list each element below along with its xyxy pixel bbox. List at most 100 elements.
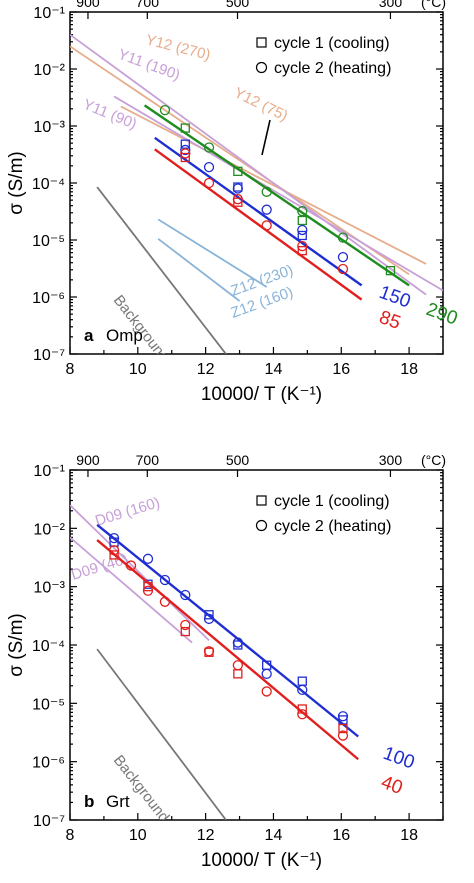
fit-line (96, 523, 359, 738)
cycle2-point (159, 104, 171, 116)
literature-line-label: Background (110, 752, 173, 826)
x-tick-label: 14 (265, 827, 283, 844)
literature-line (70, 536, 193, 644)
panel-a: 8 10 12 14 16 18 10⁻⁷ 10⁻⁶ 10⁻⁵ 10⁻⁴ 10⁻³ 10⁻² 10⁻¹ 9… (6, 0, 460, 405)
cycle1-point (297, 676, 307, 686)
fit-line (143, 104, 410, 287)
top-axis-unit: (°C) (421, 0, 446, 10)
cycle1-point (297, 230, 307, 241)
y-tick-label: 10⁻¹ (33, 463, 65, 480)
cycle2-point (297, 241, 308, 252)
x-tick-label: 12 (197, 361, 215, 378)
literature-line-label: Y12 (75) (231, 84, 290, 125)
cycle2-point (261, 220, 272, 231)
cycle2-point (203, 613, 215, 625)
legend-label: cycle 2 (heating) (274, 60, 391, 77)
top-tick-label: 900 (76, 0, 100, 10)
y-tick-label: 10⁻⁷ (33, 813, 65, 830)
cycle2-point (180, 144, 191, 156)
y-tick-label: 10⁻¹ (33, 5, 65, 22)
series-label: 100 (380, 743, 417, 774)
top-tick-label: 300 (379, 452, 403, 468)
cycle2-point (232, 660, 244, 671)
cycle1-point (297, 215, 307, 226)
y-tick-label: 10⁻⁶ (32, 755, 65, 772)
series-label: 150 (376, 282, 413, 313)
y-tick-label: 10⁻² (33, 62, 65, 79)
legend-square-marker (256, 37, 267, 48)
y-tick-label: 10⁻³ (33, 580, 65, 597)
literature-line (96, 186, 227, 354)
cycle2-point (180, 148, 191, 159)
cycle2-point (125, 560, 137, 571)
cycle2-point (337, 263, 349, 275)
cycle2-point (297, 684, 308, 696)
panel-letter: b (84, 792, 94, 811)
cycle1-point (180, 123, 190, 133)
x-tick-label: 12 (197, 827, 215, 844)
y-tick-label: 10⁻⁴ (32, 176, 65, 193)
literature-line-label: D09 (160) (93, 494, 162, 530)
x-tick-label: 14 (265, 361, 283, 378)
y-tick-label: 10⁻² (33, 521, 65, 538)
cycle2-point (337, 730, 349, 741)
y-axis-label: σ (S/m) (6, 151, 27, 214)
legend-label: cycle 1 (cooling) (274, 35, 390, 52)
cycle1-point (297, 704, 307, 714)
cycle2-point (261, 686, 272, 697)
x-tick-label: 10 (129, 361, 147, 378)
literature-line-label: D09 (46) (69, 551, 130, 584)
cycle2-point (142, 553, 154, 564)
cycle2-point (261, 204, 272, 215)
legend-square-marker (256, 495, 267, 506)
legend-circle-marker (255, 519, 268, 532)
y-tick-label: 10⁻⁵ (32, 233, 65, 250)
x-tick-label: 16 (332, 361, 350, 378)
cycle2-point (261, 186, 272, 197)
y-tick-label: 10⁻³ (33, 119, 65, 136)
cycle1-point (143, 582, 153, 592)
annotation-leader (261, 119, 271, 156)
top-tick-label: 700 (136, 452, 160, 468)
cycle2-point (337, 232, 349, 243)
panel-b: 8 10 12 14 16 18 10⁻⁷ 10⁻⁶ 10⁻⁵ 10⁻⁴ 10⁻³ 10⁻² 10⁻¹ 9… (6, 452, 446, 871)
cycle1-point (204, 610, 214, 620)
cycle2-point (297, 709, 308, 720)
cycle2-point (180, 619, 191, 631)
cycle1-point (338, 723, 348, 734)
cycle2-point (180, 589, 191, 601)
cycle2-point (203, 646, 215, 657)
literature-line (157, 238, 241, 302)
series-label: 40 (378, 772, 405, 799)
top-tick-label: 900 (76, 452, 100, 468)
cycle1-point (180, 152, 190, 163)
cycle1-point (109, 550, 119, 560)
cycle2-point (297, 224, 308, 236)
y-tick-label: 10⁻⁶ (32, 290, 65, 307)
plot-area: D09 (160) D09 (46) Background (69, 494, 359, 826)
cycle2-point (108, 532, 120, 544)
top-tick-label: 500 (226, 0, 250, 10)
legend-label: cycle 2 (heating) (274, 518, 391, 535)
y-tick-label: 10⁻⁵ (32, 696, 65, 713)
legend-circle-marker (255, 61, 268, 74)
cycle2-point (337, 252, 349, 263)
x-tick-label: 10 (129, 827, 147, 844)
cycle2-point (261, 668, 272, 680)
x-tick-label: 16 (332, 827, 350, 844)
cycle1-point (297, 246, 307, 256)
x-tick-label: 8 (66, 827, 75, 844)
legend-label: cycle 1 (cooling) (274, 493, 390, 510)
cycle2-point (159, 574, 171, 586)
cycle1-point (180, 139, 190, 149)
cycle2-point (203, 142, 215, 153)
series-label: 85 (376, 307, 403, 334)
cycle1-point (385, 265, 396, 276)
panel-name: Grt (106, 792, 130, 811)
fit-line (154, 148, 363, 301)
x-axis-label: 10000/ T (K⁻¹) (201, 384, 322, 405)
cycle2-point (337, 711, 349, 722)
panel-name: Omp (106, 326, 143, 345)
x-tick-label: 18 (400, 361, 418, 378)
